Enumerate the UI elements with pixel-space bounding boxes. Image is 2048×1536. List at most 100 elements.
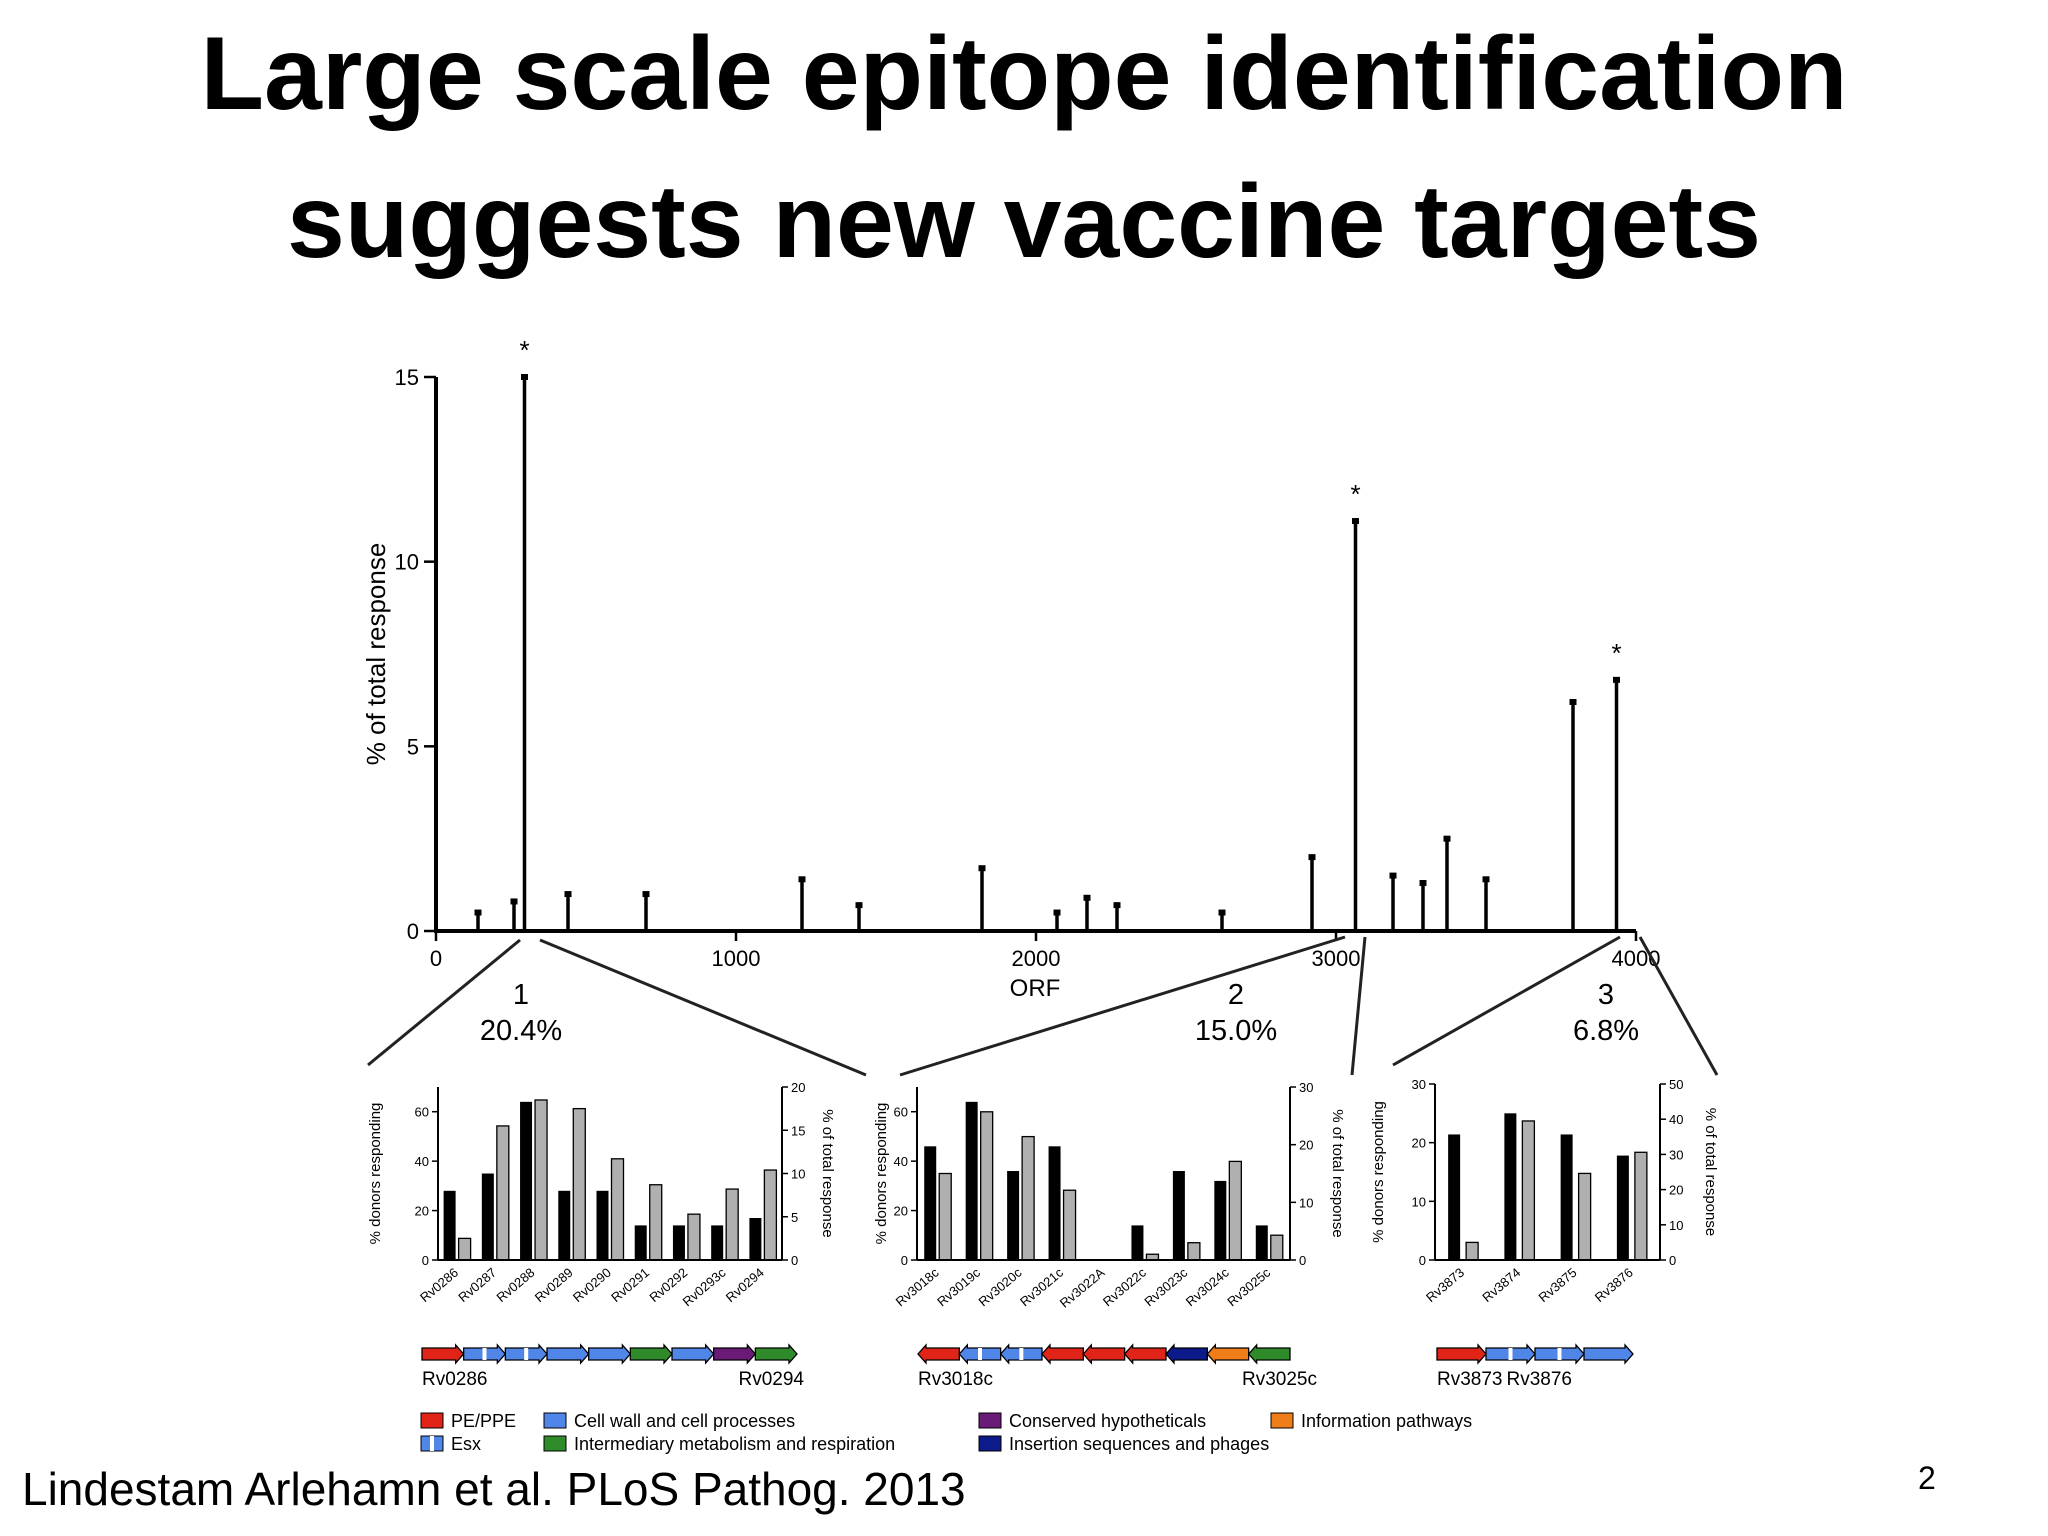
orf-peak-cap-17 [1482, 876, 1490, 883]
orf-peak-cap-14 [1389, 872, 1397, 879]
orf-significance-star-1: * [1350, 479, 1360, 509]
bar-chart-2-response-bar-6 [1187, 1242, 1201, 1261]
orf-peak-cap-9 [1083, 894, 1091, 901]
bar-chart-2-y-tick-label-0: 0 [901, 1253, 908, 1268]
orf-peak-cap-4 [642, 891, 650, 898]
bar-chart-2-y2-tick-label-1: 10 [1299, 1195, 1313, 1210]
legend-label-conserved: Conserved hypotheticals [1009, 1411, 1206, 1431]
orf-peak-cap-2 [521, 374, 528, 380]
orf-peak-cap-3 [564, 891, 572, 898]
bar-chart-3-y2-tick-label-3: 30 [1669, 1147, 1683, 1162]
bar-chart-1-response-bar-4 [610, 1158, 625, 1261]
bar-chart-2-donors-bar-6 [1172, 1171, 1185, 1260]
bar-chart-2-category-label-8: Rv3025c [1224, 1264, 1273, 1309]
legend-swatch-esx-stripe [430, 1436, 434, 1451]
bar-chart-1-response-bar-7 [725, 1188, 739, 1261]
bar-chart-2-donors-bar-5 [1131, 1225, 1144, 1260]
legend-swatch-intermediary [543, 1435, 567, 1452]
bar-chart-1-response-bar-8 [763, 1169, 778, 1261]
bar-chart-1-y2-tick-label-4: 20 [791, 1080, 805, 1095]
orf-y-tick-label-0: 0 [407, 919, 419, 944]
bar-chart-3-y-tick-label-1: 10 [1412, 1194, 1426, 1209]
bar-chart-3-response-bar-1 [1521, 1120, 1536, 1261]
bar-chart-1-y-tick-label-1: 20 [415, 1204, 429, 1219]
operon-2-gene-6 [1165, 1343, 1208, 1365]
legend-swatch-insertion [978, 1435, 1002, 1452]
bar-chart-2-y2-tick-label-2: 20 [1299, 1138, 1313, 1153]
bar-chart-1-donors-bar-7 [711, 1225, 724, 1260]
bar-chart-1-category-label-3: Rv0289 [532, 1265, 576, 1305]
orf-y-tick-label-1: 5 [407, 734, 419, 759]
legend-swatch-pe_ppe [420, 1412, 444, 1429]
bar-chart-2-donors-bar-1 [965, 1101, 978, 1260]
operon-2-gene-8 [1247, 1343, 1291, 1365]
bar-chart-1-donors-bar-2 [520, 1101, 533, 1260]
operon-3-gene-1-stripe [1508, 1348, 1513, 1360]
bar-chart-1-category-label-1: Rv0287 [455, 1265, 499, 1305]
operon-3-gene-2-stripe [1557, 1348, 1562, 1360]
citation: Lindestam Arlehamn et al. PLoS Pathog. 2… [22, 1463, 966, 1515]
operon-1-gene-5 [629, 1343, 673, 1365]
bar-chart-3-y2-tick-label-2: 20 [1669, 1183, 1683, 1198]
bar-chart-3-donors-bar-1 [1504, 1113, 1517, 1260]
bar-chart-2-donors-bar-0 [924, 1146, 937, 1260]
zoom-line-3b [1638, 936, 1719, 1076]
legend-swatch-cell_wall [543, 1412, 567, 1429]
bar-chart-1-donors-bar-5 [634, 1225, 647, 1260]
bar-chart-2-response-bar-3 [1062, 1189, 1077, 1261]
orf-peak-cap-1 [510, 898, 518, 905]
bar-chart-1-donors-bar-0 [443, 1190, 456, 1260]
bar-chart-3-response-bar-2 [1577, 1172, 1592, 1261]
operon-3-end-label: Rv3876 [1507, 1369, 1573, 1390]
operon-1-gene-8 [754, 1343, 798, 1365]
bar-chart-2-category-label-4: Rv3022A [1057, 1265, 1108, 1311]
orf-peak-cap-0 [474, 909, 482, 916]
bar-chart-3-y-tick-label-3: 30 [1412, 1077, 1426, 1092]
bar-chart-1-category-label-5: Rv0291 [608, 1265, 652, 1305]
bar-chart-1-y2-tick-label-1: 5 [791, 1210, 798, 1225]
slide-title: Large scale epitope identification sugge… [0, 0, 2048, 296]
bar-chart-1-y-axis-label: % donors responding [367, 1103, 384, 1245]
operon-1-gene-4 [588, 1343, 632, 1365]
bar-chart-2-donors-bar-3 [1048, 1146, 1061, 1260]
bar-chart-1-response-bar-3 [572, 1107, 586, 1261]
operon-3-start-label: Rv3873 [1437, 1369, 1503, 1390]
bar-chart-1-donors-bar-4 [596, 1190, 609, 1260]
zoom-line-1b [539, 938, 867, 1077]
bar-chart-1-response-bar-1 [496, 1125, 510, 1261]
bar-chart-2-category-label-5: Rv3022c [1100, 1264, 1149, 1309]
bar-chart-3-category-label-1: Rv3874 [1479, 1265, 1523, 1305]
operon-diagrams: Rv0286 Rv0294 Rv3018c Rv3025c Rv3873 Rv3876 [421, 1343, 1634, 1390]
bar-chart-3-response-bar-0 [1465, 1241, 1479, 1261]
bar-chart-1-category-label-4: Rv0290 [570, 1265, 614, 1305]
legend-label-esx: Esx [451, 1434, 481, 1454]
bar-chart-2-category-label-7: Rv3024c [1183, 1264, 1232, 1309]
bar-chart-1-y-tick-label-3: 60 [415, 1105, 429, 1120]
region-1-percent: 20.4% [480, 1015, 562, 1047]
bar-chart-3-response-bar-3 [1634, 1151, 1648, 1261]
region-3-number: 3 [1598, 979, 1614, 1011]
bar-chart-3-y2-tick-label-4: 40 [1669, 1112, 1683, 1127]
region-1-number: 1 [513, 979, 529, 1011]
legend-swatch-conserved [978, 1412, 1002, 1429]
bar-chart-3-donors-bar-0 [1448, 1134, 1461, 1260]
bar-chart-2-y-tick-label-2: 40 [894, 1154, 908, 1169]
orf-peak-cap-16 [1443, 835, 1451, 842]
zoom-line-2b [1350, 936, 1367, 1076]
bar-chart-1-category-label-0: Rv0286 [417, 1265, 461, 1305]
legend-label-information: Information pathways [1301, 1411, 1472, 1431]
orf-peak-cap-11 [1218, 909, 1226, 916]
region-2-number: 2 [1228, 979, 1244, 1011]
bar-chart-2-response-bar-7 [1228, 1160, 1242, 1261]
orf-y-tick-label-3: 15 [395, 365, 419, 390]
bar-chart-2-donors-bar-8 [1255, 1225, 1268, 1260]
bar-chart-2-donors-bar-7 [1214, 1180, 1227, 1260]
zoom-line-1a [367, 938, 521, 1067]
bar-chart-1-y2-axis-label: % of total response [819, 1109, 836, 1237]
operon-2-gene-1-stripe [978, 1348, 982, 1360]
bar-chart-3-category-label-3: Rv3876 [1592, 1265, 1636, 1305]
bar-chart-1-y2-tick-label-0: 0 [791, 1253, 798, 1268]
bar-chart-1-response-bar-5 [649, 1184, 663, 1261]
bar-chart-3-y-axis-label: % donors responding [1370, 1101, 1387, 1243]
